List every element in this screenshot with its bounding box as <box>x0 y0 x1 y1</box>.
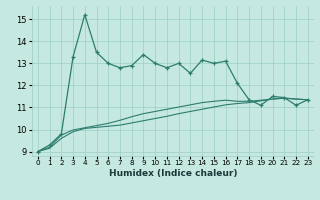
X-axis label: Humidex (Indice chaleur): Humidex (Indice chaleur) <box>108 169 237 178</box>
